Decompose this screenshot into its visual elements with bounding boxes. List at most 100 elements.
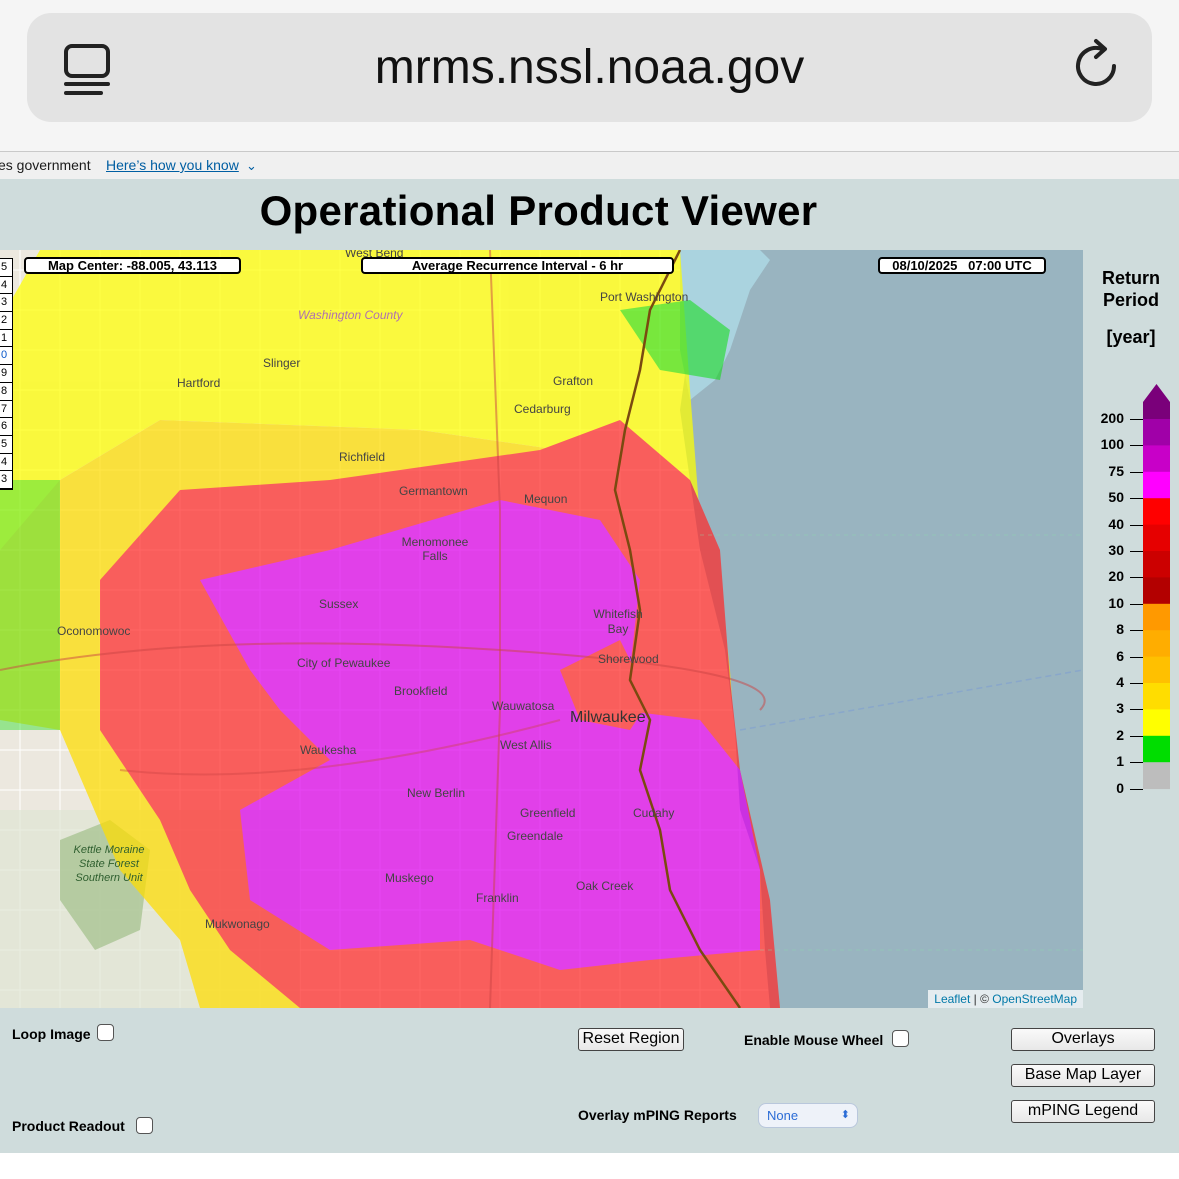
place-label: Sussex (319, 597, 359, 611)
legend-title-line1: Return (1102, 268, 1160, 288)
place-label: Oconomowoc (57, 624, 131, 638)
place-label: Washington County (298, 308, 403, 322)
zoom-level-item[interactable]: 1 (0, 330, 12, 348)
legend-swatch (1143, 498, 1170, 526)
legend-tick-label: 20 (1108, 568, 1124, 585)
legend-tick-label: 10 (1108, 594, 1124, 611)
chevron-down-icon[interactable]: ⌄ (246, 158, 257, 173)
legend-swatch (1143, 471, 1170, 499)
map-center-label: Map Center: -88.005, 43.113 (24, 257, 241, 274)
loop-image-checkbox[interactable] (97, 1024, 114, 1041)
legend-tick-mark (1130, 630, 1143, 632)
legend-tick-mark (1130, 788, 1143, 790)
place-label: Franklin (476, 891, 519, 905)
zoom-level-item[interactable]: 3 (0, 471, 12, 489)
place-label: Brookfield (394, 684, 448, 698)
address-bar[interactable]: mrms.nssl.noaa.gov (27, 13, 1152, 122)
place-label: Hartford (177, 376, 221, 390)
map-canvas[interactable] (0, 250, 1083, 1008)
legend-swatch (1143, 603, 1170, 631)
page-title: Operational Product Viewer (259, 187, 818, 234)
viewer-panel: Operational Product Viewer (0, 179, 1179, 1153)
legend-tick-label: 1 (1116, 753, 1124, 770)
zoom-level-item[interactable]: 4 (0, 454, 12, 472)
base-map-layer-button[interactable]: Base Map Layer (1011, 1064, 1155, 1087)
place-label: West Allis (500, 738, 552, 752)
place-label: Muskego (385, 871, 434, 885)
product-readout-label: Product Readout (12, 1118, 125, 1134)
legend-tick-label: 4 (1116, 674, 1124, 690)
zoom-level-item[interactable]: 9 (0, 365, 12, 383)
legend-tick-label: 8 (1116, 621, 1124, 638)
legend-swatch (1143, 445, 1170, 473)
legend-tick-label: 200 (1100, 410, 1124, 426)
legend-tick-label: 40 (1108, 515, 1124, 532)
tabs-icon[interactable] (63, 43, 111, 95)
legend-tick-mark (1130, 419, 1143, 420)
place-label: Germantown (399, 484, 468, 498)
updown-chevron-icon: ⬍ (840, 1109, 850, 1121)
legend-swatch (1143, 419, 1170, 446)
gov-banner-text: es government (0, 157, 91, 173)
enable-mouse-wheel-checkbox[interactable] (892, 1030, 909, 1047)
legend-tick-label: 2 (1116, 726, 1124, 743)
overlay-mping-label: Overlay mPING Reports (578, 1107, 737, 1123)
legend-swatch (1143, 735, 1170, 763)
legend-tick-label: 30 (1108, 542, 1124, 558)
legend-top-arrow (1143, 384, 1170, 402)
mping-legend-button[interactable]: mPING Legend (1011, 1100, 1155, 1123)
zoom-level-item[interactable]: 0 (0, 347, 12, 366)
legend-swatch (1143, 402, 1170, 419)
legend-tick-label: 75 (1108, 462, 1124, 479)
zoom-level-item[interactable]: 2 (0, 312, 12, 330)
place-label: Slinger (263, 356, 301, 370)
enable-mouse-wheel-label: Enable Mouse Wheel (744, 1032, 884, 1048)
place-label: Shorewood (598, 652, 659, 666)
heres-how-you-know-link[interactable]: Here’s how you know (106, 157, 239, 173)
zoom-level-item[interactable]: 4 (0, 277, 12, 295)
legend-tick-mark (1130, 762, 1143, 764)
legend-tick-mark (1130, 603, 1143, 605)
place-label: Wauwatosa (492, 699, 555, 713)
zoom-level-item[interactable]: 8 (0, 383, 12, 401)
place-label: Mequon (524, 492, 568, 506)
place-label: West Bend (345, 250, 404, 260)
legend-swatch (1143, 524, 1170, 552)
mping-select-value: None (767, 1108, 799, 1123)
legend-tick-label: 50 (1108, 489, 1124, 506)
place-label: New Berlin (407, 786, 466, 800)
place-label: Waukesha (300, 743, 357, 757)
place-label: Kettle Moraine State Forest Southern Uni… (73, 844, 145, 884)
legend-swatch (1143, 683, 1170, 710)
place-label: Menomonee Falls (401, 535, 469, 563)
overlays-button[interactable]: Overlays (1011, 1028, 1155, 1051)
legend-unit: [year] (1106, 327, 1156, 347)
legend-tick-mark (1130, 445, 1143, 447)
zoom-level-item[interactable]: 5 (0, 436, 12, 454)
loop-image-label: Loop Image (12, 1026, 91, 1042)
legend-swatch (1143, 656, 1170, 684)
place-label: Milwaukee (570, 709, 646, 726)
zoom-level-item[interactable]: 7 (0, 401, 12, 419)
legend-tick-mark (1130, 709, 1143, 711)
leaflet-link[interactable]: Leaflet (934, 992, 971, 1006)
product-label: Average Recurrence Interval - 6 hr (361, 257, 674, 274)
url-text: mrms.nssl.noaa.gov (374, 41, 805, 94)
legend-tick-mark (1130, 656, 1143, 658)
reset-region-button[interactable]: Reset Region (578, 1028, 684, 1051)
mping-reports-select[interactable]: None ⬍ (758, 1103, 858, 1128)
legend-tick-mark (1130, 498, 1143, 500)
legend-tick-mark (1130, 735, 1143, 737)
place-label: Cedarburg (514, 402, 571, 416)
zoom-level-item[interactable]: 5 (0, 259, 12, 277)
zoom-level-item[interactable]: 6 (0, 418, 12, 436)
legend-tick-mark (1130, 683, 1143, 684)
zoom-level-item[interactable]: 3 (0, 294, 12, 313)
openstreetmap-link[interactable]: OpenStreetMap (992, 992, 1077, 1006)
place-label: Grafton (553, 374, 594, 388)
legend-tick-label: 0 (1116, 779, 1124, 796)
reload-icon[interactable] (1074, 38, 1122, 96)
product-readout-checkbox[interactable] (136, 1117, 153, 1134)
